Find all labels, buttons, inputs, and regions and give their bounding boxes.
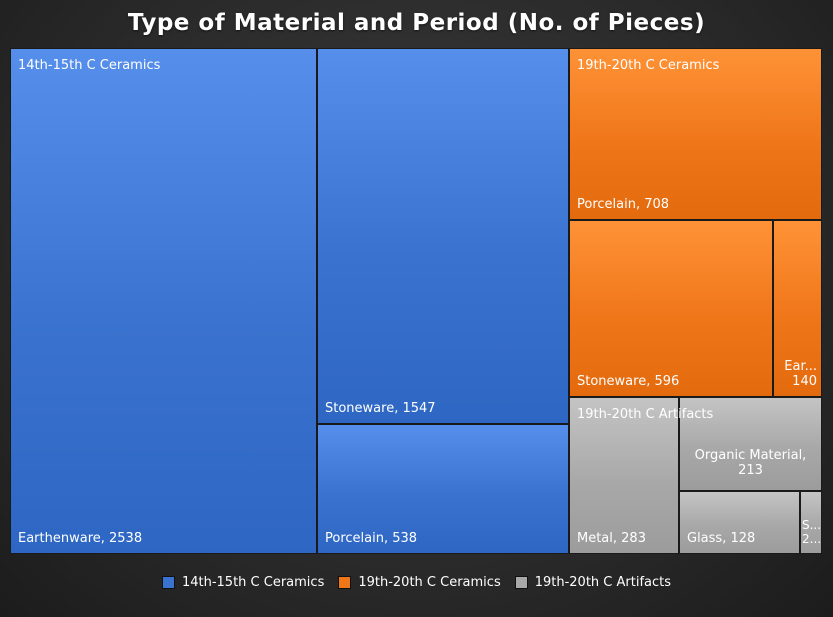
legend-item-19th-20th-artifacts: 19th-20th C Artifacts bbox=[514, 575, 672, 590]
treemap-cell-porcelain: Porcelain, 708 bbox=[569, 48, 822, 220]
treemap-plot-area: Earthenware, 2538 Stoneware, 1547 Porcelai… bbox=[10, 48, 822, 554]
treemap-cell-porcelain: Porcelain, 538 bbox=[317, 424, 569, 554]
legend-item-14th-15th-ceramics: 14th-15th C Ceramics bbox=[161, 575, 325, 590]
legend-swatch bbox=[161, 576, 175, 589]
treemap-cell-label: Stoneware, 596 bbox=[577, 374, 680, 389]
legend-label: 14th-15th C Ceramics bbox=[181, 575, 325, 590]
treemap-cell-label: Stoneware, 1547 bbox=[325, 401, 436, 416]
treemap-cell-metal: Metal, 283 bbox=[569, 397, 679, 554]
treemap-cell-label: Ear... 140 bbox=[784, 359, 817, 389]
treemap-cell-glass: Glass, 128 bbox=[679, 491, 800, 554]
treemap-cell-s: S... 2... bbox=[800, 491, 822, 554]
treemap-cell-stoneware: Stoneware, 596 bbox=[569, 220, 773, 397]
legend-label: 19th-20th C Artifacts bbox=[534, 575, 672, 590]
treemap-cell-stoneware: Stoneware, 1547 bbox=[317, 48, 569, 424]
treemap-cell-label: Glass, 128 bbox=[687, 531, 756, 546]
legend-label: 19th-20th C Ceramics bbox=[358, 575, 501, 590]
legend-swatch bbox=[514, 576, 528, 589]
treemap-cell-label: Organic Material, 213 bbox=[694, 448, 807, 478]
treemap-cell-label: Metal, 283 bbox=[577, 531, 646, 546]
treemap-cell-earthenware: Ear... 140 bbox=[773, 220, 822, 397]
treemap-cell-organic-material: Organic Material, 213 bbox=[679, 397, 822, 491]
legend-item-19th-20th-ceramics: 19th-20th C Ceramics bbox=[338, 575, 501, 590]
treemap-cell-label: Earthenware, 2538 bbox=[18, 531, 143, 546]
treemap-cell-earthenware: Earthenware, 2538 bbox=[10, 48, 317, 554]
legend: 14th-15th C Ceramics 19th-20th C Ceramic… bbox=[0, 575, 833, 590]
treemap-cell-label: S... 2... bbox=[802, 518, 820, 546]
treemap-cell-label: Porcelain, 708 bbox=[577, 197, 670, 212]
treemap-cell-label: Porcelain, 538 bbox=[325, 531, 418, 546]
legend-swatch bbox=[338, 576, 352, 589]
chart-title: Type of Material and Period (No. of Piec… bbox=[127, 10, 706, 36]
